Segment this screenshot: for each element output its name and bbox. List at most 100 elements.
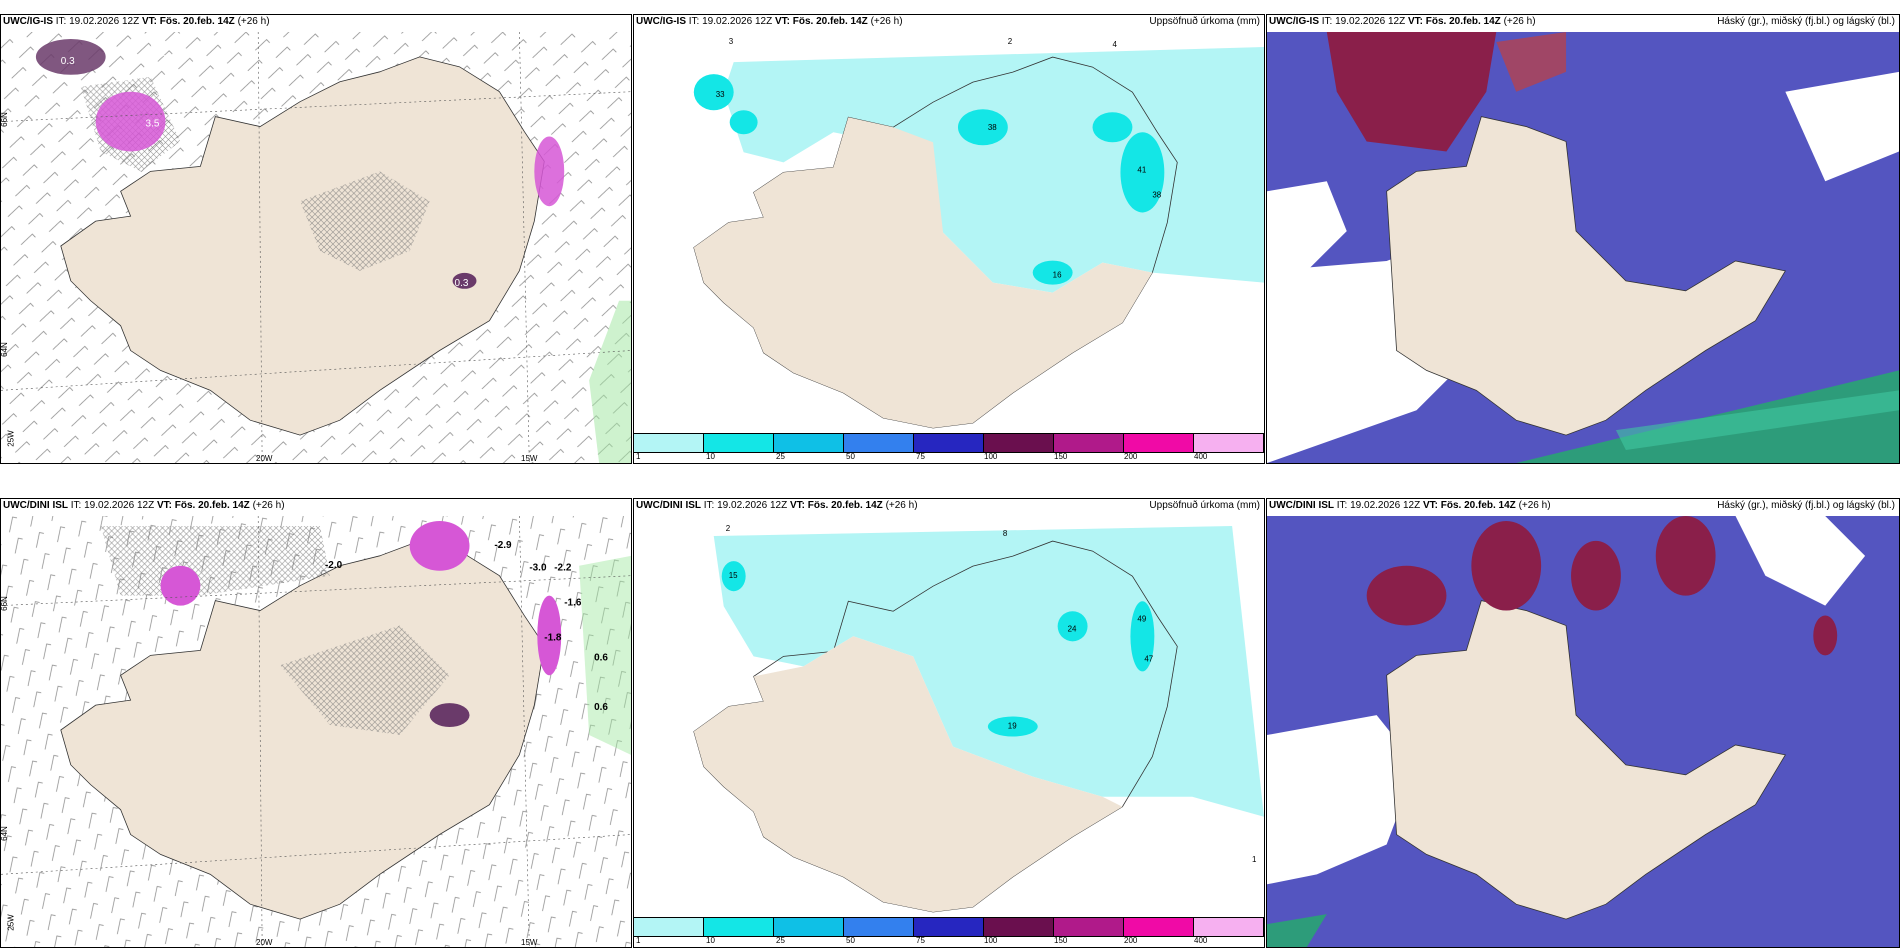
colorbar-tick: 50 <box>846 452 855 461</box>
lon-label-25w: 25W <box>6 914 16 931</box>
vt-label: VT: <box>789 500 805 511</box>
map-snow-wind: 0.3 0.3 0.3 1.0 3.5 0.3 <box>1 32 631 463</box>
panel-top-right-clouds: UWC/IG-IS IT: 19.02.2026 12Z VT: Fös. 20… <box>1266 14 1900 464</box>
temp-label: -2.2 <box>554 563 572 574</box>
colorbar-box <box>704 918 774 936</box>
precip-value: 3 <box>729 37 734 46</box>
colorbar-box <box>984 918 1054 936</box>
colorbar-box <box>704 434 774 452</box>
panel-title: Háský (gr.), miðský (fj.bl.) og lágský (… <box>1717 16 1895 27</box>
panel-title: Háský (gr.), miðský (fj.bl.) og lágský (… <box>1717 500 1895 511</box>
panel-header: UWC/IG-IS IT: 19.02.2026 12Z VT: Fös. 20… <box>1269 16 1536 27</box>
lat-label-64n: 64N <box>0 342 9 357</box>
precip-value: 47 <box>1144 654 1153 663</box>
colorbar-tick: 200 <box>1124 452 1138 461</box>
vt-label: VT: <box>1407 16 1423 27</box>
colorbar-box <box>1054 434 1124 452</box>
lat-label-64n: 64N <box>0 826 9 841</box>
colorbar-box <box>1124 918 1194 936</box>
panel-top-mid-precip: UWC/IG-IS IT: 19.02.2026 12Z VT: Fös. 20… <box>633 14 1265 464</box>
precip-value: 49 <box>1137 614 1146 623</box>
temp-label: -3.0 <box>529 563 547 574</box>
snow-label: 1.0 <box>119 74 133 85</box>
precip-value: 4 <box>1112 40 1117 49</box>
colorbar-box <box>774 918 844 936</box>
model-name: UWC/IG-IS <box>636 16 686 27</box>
precip-value: 16 <box>1053 271 1062 280</box>
lon-label-20w: 20W <box>256 938 273 947</box>
lead-time: (+26 h) <box>1503 16 1536 27</box>
lon-label-20w: 20W <box>256 454 273 463</box>
colorbar-tick: 25 <box>776 936 785 945</box>
precip-value: 33 <box>716 90 725 99</box>
model-name: UWC/DINI ISL <box>1269 500 1334 511</box>
it-value: 19.02.2026 12Z <box>702 16 773 27</box>
colorbar-box <box>774 434 844 452</box>
precip-value: 41 <box>1137 165 1146 174</box>
colorbar-box <box>844 434 914 452</box>
colorbar-tick: 75 <box>916 936 925 945</box>
colorbar-tick: 10 <box>706 936 715 945</box>
vt-value: Fös. 20.feb. 14Z <box>174 500 250 511</box>
map-precip: 2 8 15 24 49 47 19 1 <box>634 516 1264 917</box>
colorbar-tick: 1 <box>636 936 641 945</box>
colorbar-ticks: 1 10 25 50 75 100 150 200 400 <box>634 935 1264 947</box>
colorbar: 1 10 25 50 75 100 150 200 400 <box>634 917 1264 947</box>
vt-label: VT: <box>1422 500 1438 511</box>
model-name: UWC/IG-IS <box>3 16 53 27</box>
it-label: IT: <box>55 16 67 27</box>
colorbar-boxes <box>634 433 1264 453</box>
it-value: 19.02.2026 12Z <box>1350 500 1421 511</box>
precip-value: 38 <box>1152 190 1161 199</box>
precip-value: 1 <box>1252 855 1257 864</box>
map-snow-wind: -2.0 -2.9 -3.0 -2.2 -1.6 -1.8 0.6 0.6 <box>1 516 631 947</box>
it-value: 19.02.2026 12Z <box>717 500 788 511</box>
panel-bottom-left-snow-wind: UWC/DINI ISL IT: 19.02.2026 12Z VT: Fös.… <box>0 498 632 948</box>
lead-time: (+26 h) <box>252 500 285 511</box>
precip-value: 19 <box>1008 722 1017 731</box>
it-label: IT: <box>70 500 82 511</box>
it-value: 19.02.2026 12Z <box>84 500 155 511</box>
map-clouds <box>1267 32 1899 463</box>
colorbar-tick: 75 <box>916 452 925 461</box>
vt-value: Fös. 20.feb. 14Z <box>1440 500 1516 511</box>
it-label: IT: <box>1336 500 1348 511</box>
colorbar-tick: 150 <box>1054 452 1068 461</box>
panel-title: Uppsöfnuð úrkoma (mm) <box>1149 16 1260 27</box>
colorbar-box <box>1194 434 1264 452</box>
colorbar-box <box>844 918 914 936</box>
panel-header: UWC/DINI ISL IT: 19.02.2026 12Z VT: Fös.… <box>1269 500 1551 511</box>
precip-value: 8 <box>1003 529 1008 538</box>
temp-label: -1.8 <box>544 632 562 643</box>
snow-label: 3.5 <box>146 119 160 130</box>
colorbar-box <box>634 434 704 452</box>
colorbar-box <box>984 434 1054 452</box>
colorbar-tick: 400 <box>1194 452 1208 461</box>
snow-label: 0.3 <box>455 278 469 289</box>
colorbar-boxes <box>634 917 1264 937</box>
panel-bottom-right-clouds: UWC/DINI ISL IT: 19.02.2026 12Z VT: Fös.… <box>1266 498 1900 948</box>
temp-label: 0.6 <box>594 652 608 663</box>
colorbar-tick: 50 <box>846 936 855 945</box>
colorbar-box <box>1194 918 1264 936</box>
vt-value: Fös. 20.feb. 14Z <box>159 16 235 27</box>
panel-title: Uppsöfnuð úrkoma (mm) <box>1149 500 1260 511</box>
lead-time: (+26 h) <box>870 16 903 27</box>
colorbar-tick: 1 <box>636 452 641 461</box>
vt-value: Fös. 20.feb. 14Z <box>1425 16 1501 27</box>
map-clouds <box>1267 516 1899 947</box>
colorbar-tick: 100 <box>984 936 998 945</box>
it-label: IT: <box>688 16 700 27</box>
colorbar-box <box>914 434 984 452</box>
colorbar-ticks: 1 10 25 50 75 100 150 200 400 <box>634 451 1264 463</box>
colorbar-tick: 150 <box>1054 936 1068 945</box>
panel-bottom-mid-precip: UWC/DINI ISL IT: 19.02.2026 12Z VT: Fös.… <box>633 498 1265 948</box>
panel-header: UWC/IG-IS IT: 19.02.2026 12Z VT: Fös. 20… <box>636 16 903 27</box>
temp-label: -2.9 <box>494 540 512 551</box>
lon-label-25w: 25W <box>6 430 16 447</box>
vt-label: VT: <box>156 500 172 511</box>
iceland-land <box>1386 116 1786 436</box>
colorbar-box <box>914 918 984 936</box>
lat-label-66n: 66N <box>0 596 9 611</box>
model-name: UWC/DINI ISL <box>3 500 68 511</box>
